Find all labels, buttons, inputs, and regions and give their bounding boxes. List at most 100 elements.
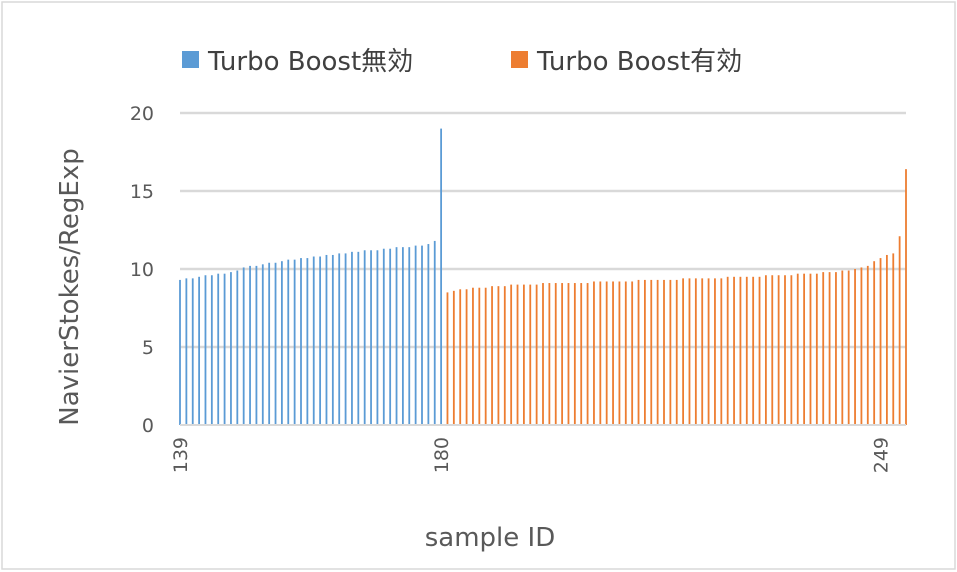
bar-series-0-id-142 — [198, 276, 201, 425]
bar-series-0-id-170 — [376, 250, 379, 425]
bar-series-1-id-184 — [465, 289, 468, 425]
bar-series-0-id-141 — [191, 278, 194, 425]
bar-series-1-id-241 — [828, 272, 831, 425]
bar-series-0-id-166 — [351, 251, 353, 425]
bar-series-0-id-161 — [319, 256, 322, 425]
y-tick-label-15: 15 — [130, 181, 154, 203]
bar-series-1-id-201 — [573, 283, 576, 425]
bar-series-1-id-233 — [777, 275, 780, 425]
bar-series-0-id-160 — [312, 256, 315, 425]
bar-series-1-id-224 — [720, 278, 723, 425]
bar-series-0-id-163 — [331, 254, 334, 425]
bar-series-0-id-165 — [344, 253, 347, 425]
x-tick-label-249: 249 — [871, 437, 893, 473]
bar-series-1-id-230 — [758, 276, 761, 425]
bar-series-1-id-197 — [548, 283, 551, 425]
bar-series-0-id-145 — [217, 273, 220, 425]
bar-series-1-id-243 — [841, 270, 844, 425]
bar-series-0-id-153 — [268, 262, 271, 425]
bar-series-1-id-220 — [694, 278, 697, 425]
bar-series-0-id-154 — [274, 262, 277, 425]
bar-series-0-id-143 — [204, 275, 207, 425]
legend[interactable]: Turbo Boost無効 Turbo Boost有効 — [182, 47, 742, 77]
bar-series-1-id-181 — [446, 292, 449, 425]
bar-series-1-id-213 — [650, 279, 653, 425]
bar-series-0-id-156 — [287, 259, 290, 425]
bar-series-1-id-225 — [726, 276, 729, 425]
bar-series-1-id-200 — [567, 283, 570, 425]
bar-series-1-id-207 — [612, 281, 614, 425]
bar-series-1-id-182 — [452, 290, 455, 425]
bar-series-1-id-183 — [459, 289, 462, 425]
bar-series-1-id-214 — [656, 279, 659, 425]
bar-series-0-id-162 — [325, 254, 328, 425]
bar-series-1-id-226 — [733, 276, 735, 425]
bar-series-0-id-168 — [363, 250, 366, 425]
bar-series-1-id-242 — [835, 272, 837, 425]
legend-swatch-series-1 — [511, 51, 528, 68]
bar-series-1-id-215 — [663, 279, 665, 425]
bar-series-1-id-186 — [478, 287, 481, 425]
bar-series-1-id-235 — [790, 275, 793, 425]
bar-series-1-id-250 — [885, 254, 888, 425]
bar-series-1-id-228 — [745, 276, 748, 425]
bar-series-0-id-174 — [401, 247, 404, 425]
y-axis-title: NavierStokes/RegExp — [55, 148, 85, 425]
bar-series-1-id-204 — [593, 281, 595, 425]
bar-series-1-id-236 — [796, 273, 799, 425]
bar-series-0-id-146 — [223, 273, 226, 425]
bar-series-1-id-244 — [847, 270, 850, 425]
bar-series-1-id-239 — [815, 273, 818, 425]
bar-layer — [179, 128, 907, 425]
bar-series-0-id-180 — [440, 128, 443, 425]
bar-series-1-id-222 — [707, 278, 710, 425]
y-tick-label-5: 5 — [142, 337, 154, 359]
x-tick-label-139: 139 — [170, 437, 192, 473]
bar-series-1-id-203 — [586, 283, 589, 425]
bar-series-1-id-217 — [675, 279, 678, 425]
bar-series-1-id-234 — [784, 275, 786, 425]
bar-series-0-id-151 — [255, 265, 258, 425]
bar-series-0-id-177 — [421, 245, 423, 425]
bar-series-1-id-227 — [739, 276, 742, 425]
bar-series-1-id-216 — [669, 279, 672, 425]
legend-label-series-0[interactable]: Turbo Boost無効 — [207, 47, 413, 77]
bar-series-1-id-248 — [873, 261, 876, 425]
bar-series-1-id-191 — [510, 284, 513, 425]
bar-series-1-id-188 — [491, 286, 493, 425]
bar-series-0-id-173 — [395, 247, 398, 425]
bar-series-0-id-172 — [389, 248, 392, 425]
bar-series-1-id-240 — [822, 272, 825, 425]
bar-series-0-id-157 — [293, 259, 296, 425]
bar-series-1-id-212 — [643, 279, 646, 425]
bar-series-1-id-232 — [771, 275, 774, 425]
bar-series-1-id-205 — [599, 281, 602, 425]
bar-series-0-id-178 — [427, 244, 430, 425]
bar-series-0-id-147 — [230, 272, 232, 425]
bar-series-1-id-202 — [580, 283, 583, 425]
bar-series-0-id-155 — [280, 261, 283, 425]
bar-series-1-id-195 — [535, 284, 538, 425]
bar-series-1-id-223 — [714, 278, 716, 425]
y-tick-label-20: 20 — [130, 103, 154, 125]
x-tick-label-180: 180 — [431, 437, 453, 473]
legend-label-series-1[interactable]: Turbo Boost有効 — [536, 47, 742, 77]
bar-series-1-id-210 — [631, 281, 634, 425]
legend-swatch-series-0 — [182, 51, 199, 68]
bar-series-1-id-246 — [860, 267, 863, 425]
bar-series-1-id-198 — [554, 283, 557, 425]
bar-series-1-id-208 — [618, 281, 621, 425]
bar-series-1-id-252 — [898, 236, 901, 425]
bar-series-1-id-219 — [688, 278, 691, 425]
bar-series-1-id-247 — [866, 265, 869, 425]
bar-series-1-id-187 — [484, 287, 487, 425]
bar-series-1-id-218 — [682, 278, 685, 425]
bar-series-1-id-206 — [605, 281, 608, 425]
bar-series-1-id-190 — [503, 286, 506, 425]
bar-series-1-id-189 — [497, 286, 500, 425]
bar-series-1-id-238 — [809, 273, 812, 425]
bar-series-1-id-231 — [764, 275, 767, 425]
